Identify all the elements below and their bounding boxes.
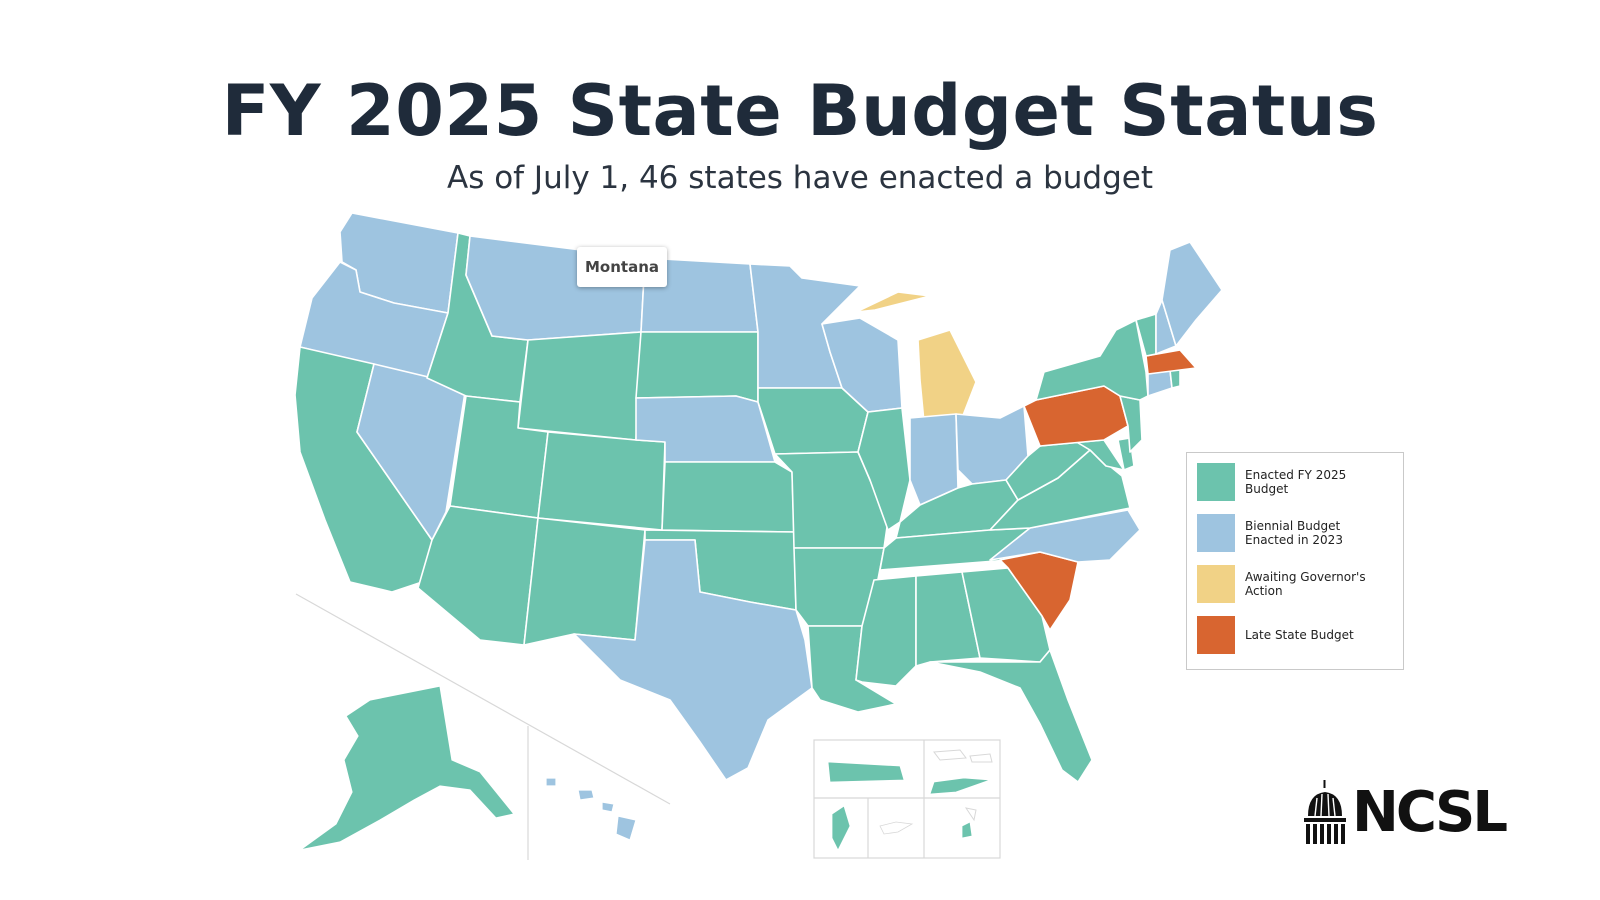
state-AK[interactable] xyxy=(299,685,516,851)
state-MA[interactable] xyxy=(1145,349,1197,375)
legend-swatch-awaiting xyxy=(1197,565,1235,603)
territory-MP[interactable] xyxy=(961,821,973,839)
legend-label-awaiting: Awaiting Governor's Action xyxy=(1245,570,1366,598)
state-IA[interactable] xyxy=(757,387,869,455)
legend-label-biennial: Biennial Budget Enacted in 2023 xyxy=(1245,519,1343,547)
state-NM[interactable] xyxy=(523,517,646,646)
state-NY[interactable] xyxy=(1035,319,1149,401)
map-legend: Enacted FY 2025 Budget Biennial Budget E… xyxy=(1186,452,1404,670)
legend-item-enacted: Enacted FY 2025 Budget xyxy=(1197,463,1390,501)
territory-GU[interactable] xyxy=(831,805,851,851)
legend-label-enacted: Enacted FY 2025 Budget xyxy=(1245,468,1347,496)
state-WY[interactable] xyxy=(517,331,642,441)
legend-swatch-biennial xyxy=(1197,514,1235,552)
page-title: FY 2025 State Budget Status xyxy=(221,70,1379,152)
state-CO[interactable] xyxy=(537,431,666,531)
legend-swatch-late xyxy=(1197,616,1235,654)
state-TX[interactable] xyxy=(573,539,813,781)
legend-swatch-enacted xyxy=(1197,463,1235,501)
territory-PR[interactable] xyxy=(827,761,905,783)
page-subtitle: As of July 1, 46 states have enacted a b… xyxy=(446,160,1153,196)
legend-item-late: Late State Budget xyxy=(1197,616,1390,654)
legend-label-late: Late State Budget xyxy=(1245,628,1354,642)
capitol-dome-icon xyxy=(1304,780,1346,844)
ncsl-logo-text: NCSL xyxy=(1352,780,1508,845)
state-ME[interactable] xyxy=(1161,241,1223,347)
state-FL[interactable] xyxy=(929,649,1093,783)
state-KS[interactable] xyxy=(661,461,795,533)
territory-VI[interactable] xyxy=(929,777,991,795)
ncsl-logo: NCSL xyxy=(1300,780,1508,846)
state-IL[interactable] xyxy=(857,407,911,531)
state-SD[interactable] xyxy=(635,331,759,403)
legend-item-awaiting: Awaiting Governor's Action xyxy=(1197,565,1390,603)
legend-item-biennial: Biennial Budget Enacted in 2023 xyxy=(1197,514,1390,552)
state-RI[interactable] xyxy=(1169,369,1181,389)
state-HI[interactable] xyxy=(545,777,637,841)
state-tooltip: Montana xyxy=(577,247,667,287)
territory-AS[interactable] xyxy=(879,821,914,835)
state-AL[interactable] xyxy=(915,571,981,667)
